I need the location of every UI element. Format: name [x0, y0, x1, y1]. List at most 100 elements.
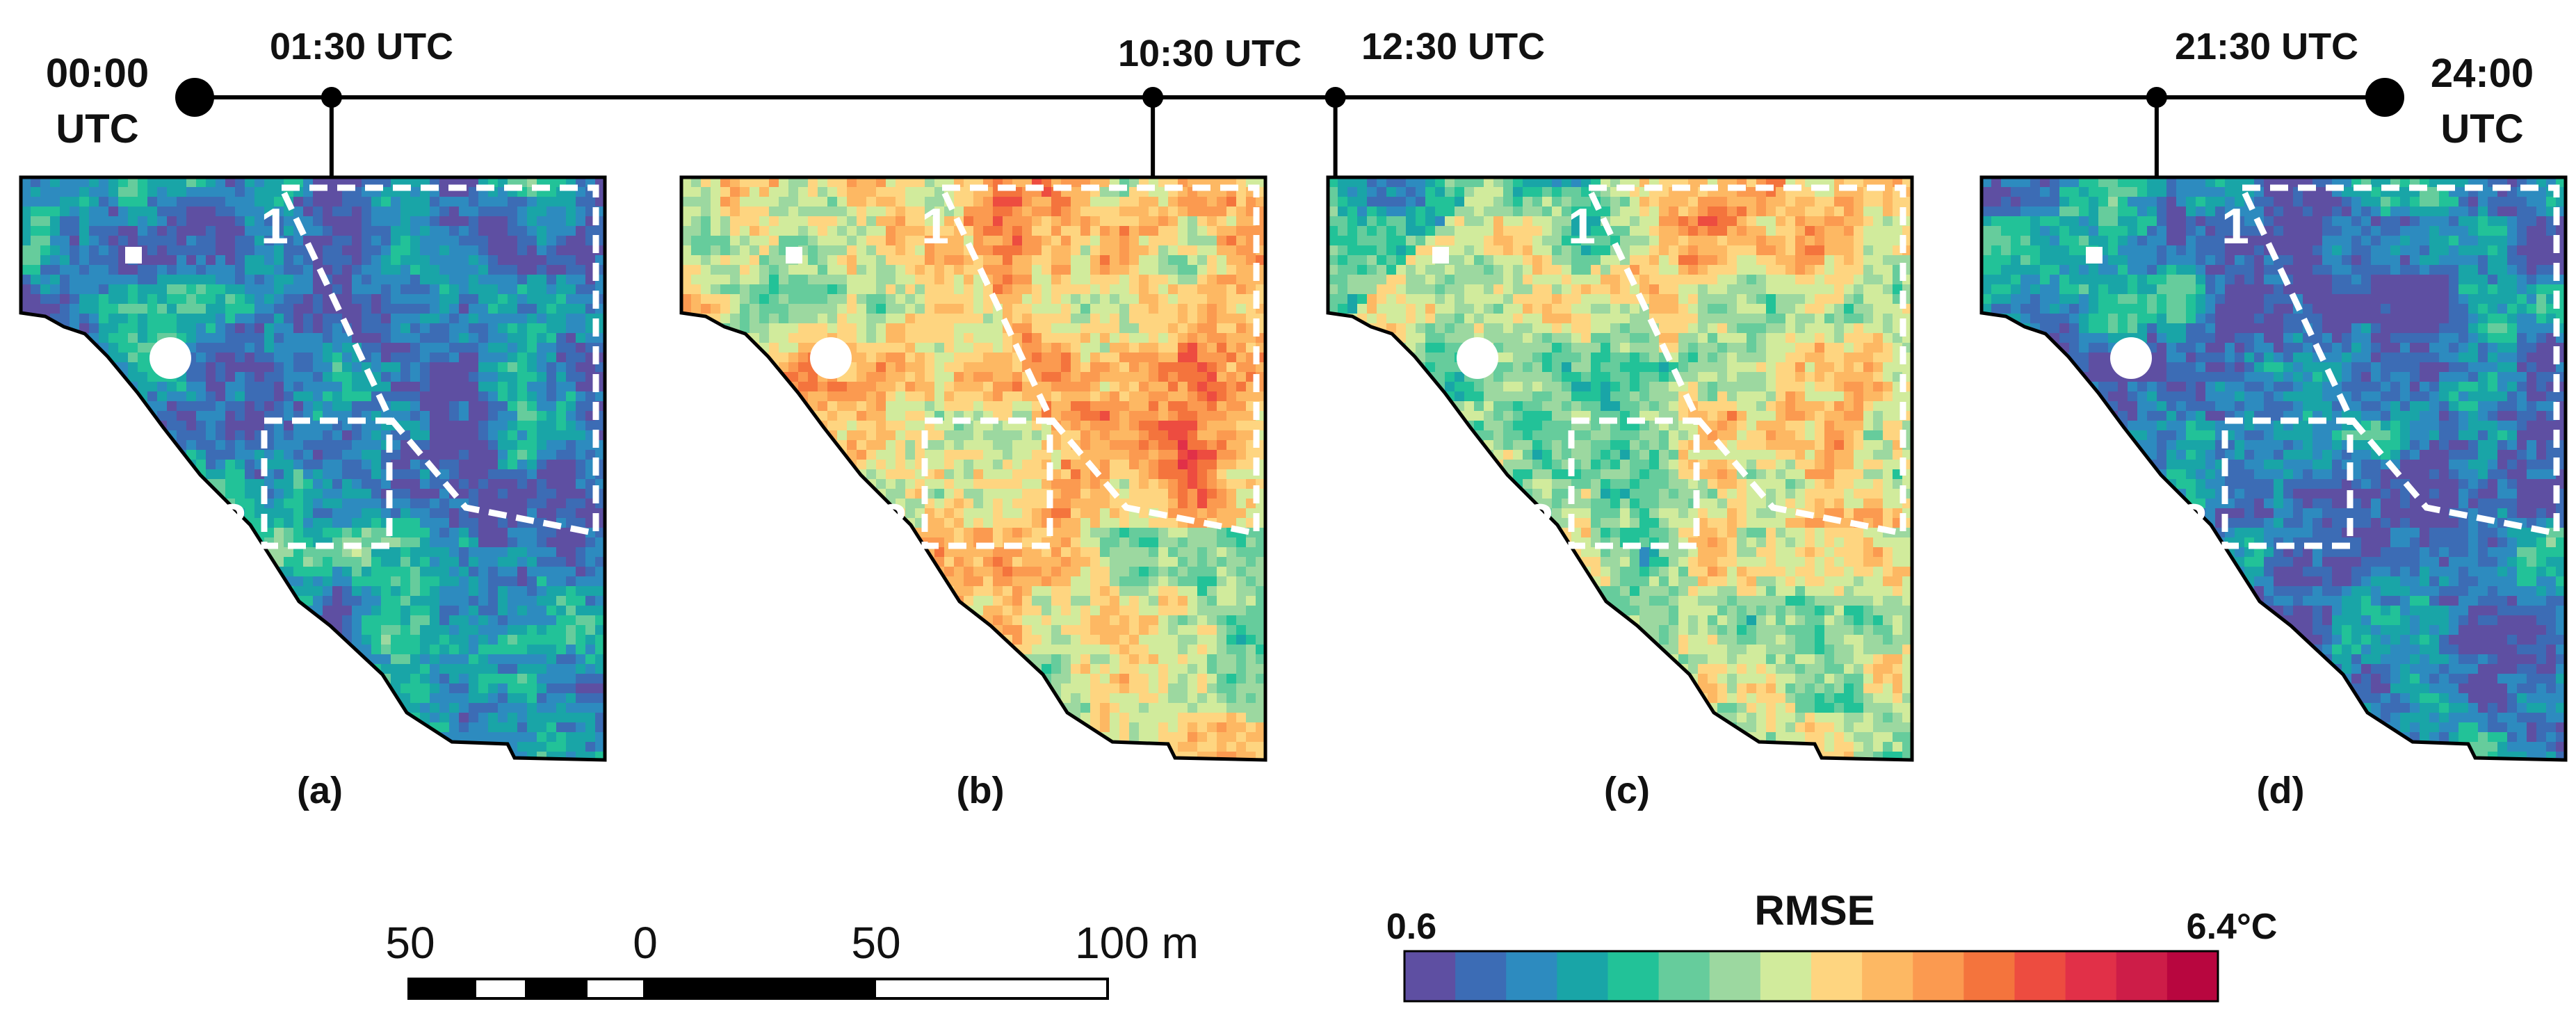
raster-cell: [478, 693, 489, 704]
raster-cell: [40, 333, 51, 343]
raster-cell: [254, 245, 265, 256]
raster-cell: [469, 362, 479, 373]
raster-cell: [79, 693, 90, 704]
raster-cell: [759, 236, 770, 246]
raster-cell: [488, 518, 499, 528]
raster-cell: [157, 508, 168, 519]
raster-cell: [254, 382, 265, 392]
raster-cell: [21, 625, 31, 636]
raster-cell: [177, 469, 187, 480]
raster-cell: [50, 722, 60, 733]
raster-cell: [576, 275, 586, 285]
raster-cell: [313, 635, 323, 645]
raster-cell: [915, 372, 925, 382]
raster-cell: [546, 742, 557, 752]
raster-cell: [342, 547, 353, 558]
raster-cell: [391, 430, 401, 441]
raster-cell: [430, 567, 440, 577]
raster-cell: [595, 391, 605, 402]
raster-cell: [264, 713, 275, 723]
raster-cell: [400, 333, 411, 343]
raster-cell: [40, 265, 51, 275]
raster-cell: [138, 683, 148, 694]
timeline: 00:00 UTC 24:00 UTC 01:30 UTC 10:30 UTC 12…: [46, 26, 2534, 177]
raster-cell: [1090, 314, 1101, 324]
raster-cell: [225, 207, 236, 217]
raster-cell: [216, 411, 226, 421]
raster-cell: [449, 314, 460, 324]
raster-cell: [498, 528, 508, 538]
raster-cell: [31, 284, 41, 295]
raster-cell: [546, 255, 557, 266]
raster-cell: [216, 372, 226, 382]
raster-cell: [1090, 197, 1101, 207]
raster-cell: [1071, 265, 1081, 275]
raster-cell: [847, 265, 857, 275]
raster-cell: [546, 654, 557, 665]
raster-cell: [196, 314, 206, 324]
raster-cell: [798, 362, 809, 373]
raster-cell: [595, 255, 605, 266]
raster-cell: [478, 557, 489, 567]
raster-cell: [720, 353, 731, 363]
raster-cell: [79, 216, 90, 227]
raster-cell: [371, 314, 382, 324]
raster-cell: [1003, 391, 1013, 402]
raster-cell: [342, 674, 353, 684]
raster-cell: [827, 323, 838, 334]
raster-cell: [89, 255, 99, 266]
raster-cell: [332, 557, 343, 567]
raster-cell: [400, 625, 411, 636]
raster-cell: [167, 489, 177, 499]
raster-cell: [1051, 323, 1062, 334]
raster-cell: [31, 391, 41, 402]
raster-cell: [498, 469, 508, 480]
raster-cell: [905, 236, 916, 246]
raster-cell: [21, 606, 31, 616]
raster-cell: [711, 333, 721, 343]
raster-cell: [391, 284, 401, 295]
raster-cell: [254, 314, 265, 324]
raster-cell: [866, 216, 877, 227]
raster-cell: [896, 314, 906, 324]
raster-cell: [89, 537, 99, 548]
raster-cell: [1129, 226, 1140, 236]
raster-cell: [469, 703, 479, 713]
raster-cell: [478, 323, 489, 334]
raster-cell: [1236, 333, 1247, 343]
raster-cell: [362, 265, 372, 275]
raster-cell: [478, 596, 489, 606]
raster-cell: [1119, 372, 1130, 382]
raster-cell: [89, 197, 99, 207]
raster-cell: [993, 197, 1003, 207]
raster-cell: [138, 265, 148, 275]
raster-cell: [89, 362, 99, 373]
raster-cell: [186, 226, 197, 236]
raster-cell: [245, 333, 255, 343]
raster-cell: [993, 255, 1003, 266]
raster-cell: [21, 382, 31, 392]
raster-cell: [566, 372, 576, 382]
raster-cell: [21, 187, 31, 197]
raster-cell: [235, 469, 245, 480]
raster-cell: [576, 362, 586, 373]
raster-cell: [944, 333, 955, 343]
raster-cell: [362, 391, 372, 402]
raster-cell: [196, 586, 206, 597]
raster-cell: [391, 606, 401, 616]
raster-cell: [225, 567, 236, 577]
raster-cell: [264, 353, 275, 363]
raster-cell: [89, 479, 99, 489]
raster-cell: [1110, 314, 1120, 324]
rmse-raster: [681, 177, 1265, 760]
raster-cell: [206, 236, 216, 246]
raster-cell: [1197, 294, 1208, 305]
raster-cell: [177, 226, 187, 236]
raster-cell: [449, 236, 460, 246]
raster-cell: [896, 362, 906, 373]
raster-cell: [498, 372, 508, 382]
raster-cell: [498, 343, 508, 353]
raster-cell: [925, 391, 935, 402]
raster-cell: [488, 314, 499, 324]
raster-cell: [99, 576, 109, 587]
